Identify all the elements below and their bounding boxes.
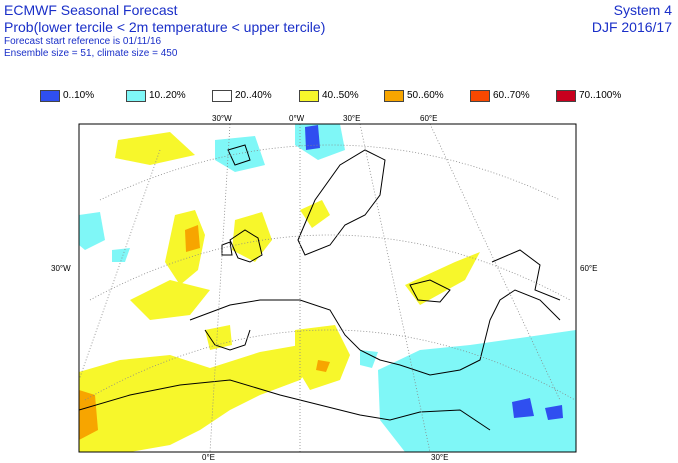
lon-label-top: 0°W — [289, 114, 305, 123]
map-subtitle: Prob(lower tercile < 2m temperature < up… — [4, 19, 326, 35]
legend-label: 40..50% — [322, 90, 359, 101]
field-40-50 — [205, 325, 232, 350]
legend-label: 0..10% — [63, 90, 95, 101]
legend-swatch — [556, 90, 576, 102]
forecast-map: 30°W 0°W 30°E 60°E 0°E 30°E 30°W 60°E — [51, 114, 597, 462]
field-0-10 — [305, 125, 320, 150]
period-label: DJF 2016/17 — [591, 19, 672, 35]
field-10-20 — [378, 330, 576, 452]
field-10-20 — [360, 350, 378, 368]
probability-fields — [79, 124, 576, 452]
forecast-reference: Forecast start reference is 01/11/16 — [4, 36, 162, 47]
lat-label-left: 30°W — [51, 264, 71, 273]
lon-label-top: 60°E — [420, 114, 437, 123]
legend-swatch — [212, 90, 232, 102]
field-10-20 — [79, 212, 105, 250]
header-right: System 4 DJF 2016/17 — [592, 2, 672, 36]
field-40-50 — [300, 200, 330, 228]
field-40-50 — [115, 132, 195, 165]
field-0-10 — [512, 398, 534, 418]
header-left: ECMWF Seasonal Forecast Prob(lower terci… — [4, 2, 325, 60]
legend-swatch — [470, 90, 490, 102]
field-50-60 — [185, 225, 200, 252]
field-10-20 — [112, 248, 130, 262]
legend-label: 60..70% — [493, 90, 530, 101]
field-40-50 — [295, 325, 350, 390]
field-0-10 — [545, 405, 563, 420]
field-40-50 — [232, 212, 272, 262]
field-40-50 — [130, 280, 210, 320]
ensemble-info: Ensemble size = 51, climate size = 450 — [4, 48, 178, 59]
coastlines — [79, 144, 561, 431]
lon-label-bottom: 30°E — [431, 453, 448, 462]
map-frame — [78, 123, 577, 453]
legend: 0..10% 10..20% 20..40% 40..50% 50..60% 6… — [0, 89, 678, 103]
legend-swatch — [299, 90, 319, 102]
map-title: ECMWF Seasonal Forecast — [4, 2, 178, 18]
legend-label: 50..60% — [407, 90, 444, 101]
legend-label: 20..40% — [235, 90, 272, 101]
legend-swatch — [126, 90, 146, 102]
field-40-50 — [79, 345, 320, 452]
field-50-60 — [79, 390, 98, 440]
lon-label-top: 30°E — [343, 114, 360, 123]
field-40-50 — [405, 252, 480, 305]
lon-label-top: 30°W — [212, 114, 232, 123]
field-50-60 — [316, 360, 330, 372]
system-label: System 4 — [613, 2, 672, 18]
legend-label: 10..20% — [149, 90, 186, 101]
graticule — [79, 124, 576, 452]
lat-label-right: 60°E — [580, 264, 597, 273]
lon-label-bottom: 0°E — [202, 453, 215, 462]
legend-swatch — [40, 90, 60, 102]
legend-label: 70..100% — [579, 90, 622, 101]
legend-swatch — [384, 90, 404, 102]
